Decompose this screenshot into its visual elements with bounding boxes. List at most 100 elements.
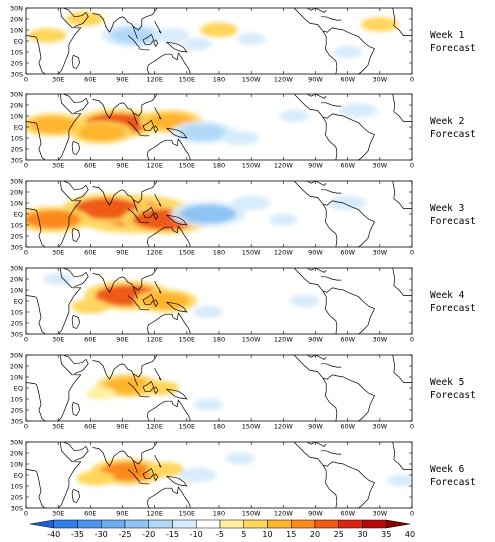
anomaly-core bbox=[178, 467, 217, 483]
lat-tick-label: 20S bbox=[11, 406, 23, 414]
lon-tick-label: 120E bbox=[146, 336, 163, 344]
colorbar-label: -30 bbox=[95, 530, 108, 539]
lat-tick-label: 20N bbox=[10, 101, 23, 109]
lat-tick-label: 30S bbox=[11, 70, 23, 78]
colorbar-label: 10 bbox=[262, 530, 272, 539]
colorbar-label: 15 bbox=[286, 530, 296, 539]
colorbar-label: 35 bbox=[381, 530, 391, 539]
colorbar-swatch bbox=[291, 519, 316, 529]
lon-tick-label: 90W bbox=[308, 510, 323, 518]
lat-tick-label: 20S bbox=[11, 493, 23, 501]
lat-tick-label: 20S bbox=[11, 232, 23, 240]
lon-tick-label: 30E bbox=[52, 76, 64, 84]
lat-tick-label: 10N bbox=[10, 26, 23, 34]
lat-tick-label: 10N bbox=[10, 460, 23, 468]
lat-tick-label: 30S bbox=[11, 504, 23, 512]
lat-tick-label: 10N bbox=[10, 286, 23, 294]
lat-tick-label: 10N bbox=[10, 199, 23, 207]
colorbar-swatch bbox=[29, 519, 54, 529]
anomaly-core bbox=[151, 28, 190, 43]
lat-tick-label: 10S bbox=[11, 221, 23, 229]
lon-tick-label: 90W bbox=[308, 423, 323, 431]
panel-forecast-label: Forecast bbox=[430, 477, 476, 488]
lon-tick-label: 120W bbox=[274, 76, 293, 84]
colorbar-swatch bbox=[101, 519, 126, 529]
anomaly-core bbox=[104, 377, 152, 395]
panel-week-label: Week 4 bbox=[430, 290, 465, 301]
lat-tick-label: EQ bbox=[14, 471, 23, 479]
lon-tick-label: 60E bbox=[84, 510, 96, 518]
lat-tick-label: 30N bbox=[10, 90, 23, 98]
lon-tick-label: 180 bbox=[213, 510, 225, 518]
colorbar-swatch bbox=[196, 519, 221, 529]
lon-tick-label: 150W bbox=[242, 336, 261, 344]
lon-tick-label: 60W bbox=[340, 510, 355, 518]
anomaly-core bbox=[73, 198, 139, 219]
colorbar-swatch bbox=[243, 519, 268, 529]
panel-forecast-label: Forecast bbox=[430, 43, 476, 54]
lat-tick-label: 30N bbox=[10, 351, 23, 359]
lat-tick-label: 30S bbox=[11, 243, 23, 251]
lon-tick-label: 60W bbox=[340, 249, 355, 257]
lon-tick-label: 30E bbox=[52, 162, 64, 170]
lon-tick-label: 0 bbox=[24, 336, 28, 344]
colorbar-swatch bbox=[386, 519, 411, 529]
lon-tick-label: 60E bbox=[84, 76, 96, 84]
anomaly-core bbox=[333, 45, 363, 59]
colorbar-label: -40 bbox=[47, 530, 60, 539]
panel-forecast-label: Forecast bbox=[430, 216, 476, 227]
lon-tick-label: 0 bbox=[410, 423, 414, 431]
colorbar-swatch bbox=[314, 519, 339, 529]
lat-tick-label: 10S bbox=[11, 48, 23, 56]
panel-week-label: Week 3 bbox=[430, 203, 464, 214]
colorbar-swatch bbox=[338, 519, 363, 529]
lon-tick-label: 150E bbox=[179, 510, 196, 518]
lon-tick-label: 120E bbox=[146, 76, 163, 84]
anomaly-core bbox=[65, 11, 104, 27]
anomaly-core bbox=[193, 398, 223, 411]
lat-tick-label: 20S bbox=[11, 59, 23, 67]
panel-forecast-label: Forecast bbox=[430, 129, 476, 140]
panel-forecast-label: Forecast bbox=[430, 303, 476, 314]
lon-tick-label: 30W bbox=[372, 510, 387, 518]
coastlines bbox=[26, 8, 412, 74]
lon-tick-label: 180 bbox=[213, 76, 225, 84]
lon-tick-label: 0 bbox=[24, 162, 28, 170]
lon-tick-label: 60W bbox=[340, 423, 355, 431]
lat-tick-label: 30S bbox=[11, 156, 23, 164]
anomaly-core bbox=[193, 305, 223, 319]
anomaly-core bbox=[290, 294, 320, 308]
lat-tick-label: 30S bbox=[11, 417, 23, 425]
colorbar-label: 5 bbox=[241, 530, 246, 539]
colorbar-label: -10 bbox=[190, 530, 203, 539]
colorbar-swatch bbox=[219, 519, 244, 529]
lon-tick-label: 150E bbox=[179, 76, 196, 84]
anomaly-core bbox=[141, 380, 180, 396]
lon-tick-label: 150E bbox=[179, 162, 196, 170]
lon-tick-label: 60E bbox=[84, 336, 96, 344]
lon-tick-label: 30W bbox=[372, 249, 387, 257]
lon-tick-label: 90E bbox=[116, 249, 128, 257]
lon-tick-label: 150W bbox=[242, 76, 261, 84]
coastlines bbox=[26, 181, 412, 247]
colorbar-swatch bbox=[267, 519, 292, 529]
lon-tick-label: 30E bbox=[52, 249, 64, 257]
anomaly-core bbox=[200, 22, 238, 38]
lon-tick-label: 180 bbox=[213, 336, 225, 344]
anomaly-core bbox=[328, 195, 367, 211]
colorbar-swatch bbox=[148, 519, 173, 529]
lat-tick-label: 20S bbox=[11, 319, 23, 327]
lon-tick-label: 120E bbox=[146, 162, 163, 170]
lon-tick-label: 90W bbox=[308, 336, 323, 344]
anomaly-core bbox=[279, 109, 309, 123]
colorbar-label: -5 bbox=[216, 530, 224, 539]
lon-tick-label: 180 bbox=[213, 423, 225, 431]
lon-tick-label: 30E bbox=[52, 336, 64, 344]
lon-tick-label: 150W bbox=[242, 423, 261, 431]
anomaly-core bbox=[386, 474, 412, 487]
lon-tick-label: 0 bbox=[24, 76, 28, 84]
anomaly-core bbox=[28, 28, 67, 43]
